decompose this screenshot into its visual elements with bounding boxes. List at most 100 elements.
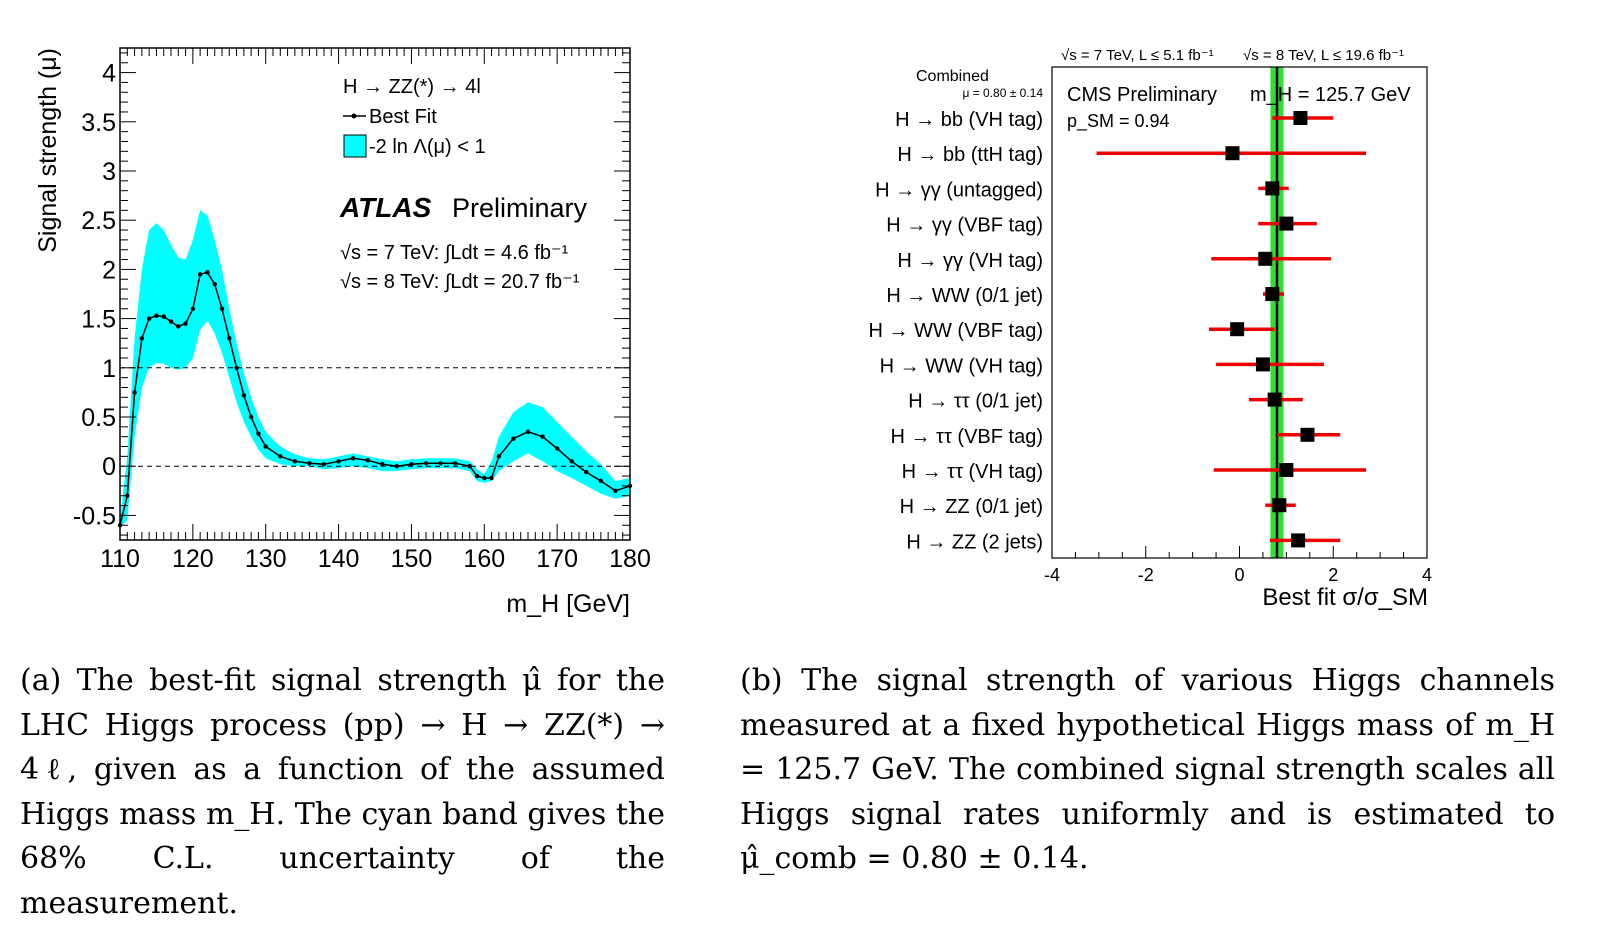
caption-b: (b) The signal strength of various Higgs… [740, 663, 1555, 876]
best-fit-point [525, 429, 531, 434]
x-tick-label: 140 [318, 545, 360, 573]
cms-frame [1051, 66, 1428, 559]
best-fit-point [154, 313, 159, 318]
category-label: H → WW (VH tag) [880, 355, 1043, 377]
y-tick-label: 1.5 [81, 306, 116, 334]
best-fit-point [336, 459, 341, 464]
best-fit-point [256, 431, 261, 436]
cms-category-labels: H → bb (VH tag) H → bb (ttH tag) H → γγ (u… [869, 109, 1043, 553]
best-fit-marker [1267, 392, 1282, 407]
atlas-lumi-8: √s = 8 TeV: ∫Ldt = 20.7 fb⁻¹ [340, 271, 580, 293]
best-fit-point [205, 270, 210, 275]
x-tick-label: 4 [1422, 565, 1432, 585]
category-label: H → ττ (VBF tag) [891, 426, 1044, 448]
best-fit-point [234, 365, 239, 370]
best-fit-point [409, 462, 414, 467]
best-fit-point [380, 462, 385, 467]
atlas-lumi-7: √s = 7 TeV: ∫Ldt = 4.6 fb⁻¹ [340, 242, 569, 264]
cms-experiment: CMS Preliminary [1067, 84, 1217, 106]
best-fit-point [241, 393, 247, 398]
atlas-y-axis-label: Signal strength (μ) [34, 48, 62, 253]
x-tick-label: 150 [391, 545, 433, 573]
best-fit-marker [1258, 251, 1273, 266]
cms-header-7: √s = 7 TeV, L ≤ 5.1 fb⁻¹ [1061, 47, 1214, 64]
x-tick-label: -2 [1138, 565, 1154, 585]
x-tick-label: 130 [245, 545, 287, 573]
best-fit-point [540, 434, 545, 439]
best-fit-point [292, 459, 298, 464]
best-fit-marker [1272, 498, 1287, 513]
best-fit-point [278, 454, 283, 459]
best-fit-point [394, 464, 400, 469]
cms-ticks: -4 -2 0 2 4 [1044, 546, 1432, 585]
legend-process: H → ZZ(*) → 4l [343, 76, 481, 98]
best-fit-point [190, 306, 196, 311]
atlas-best-fit-points [117, 270, 633, 528]
best-fit-marker [1300, 427, 1315, 442]
best-fit-point [212, 281, 217, 287]
atlas-ticks: 110 120 130 140 150 160 170 180 -0.5 0 0.5 1 1.5 2 2.5… [73, 48, 651, 573]
category-label: H → ZZ (2 jets) [906, 531, 1043, 553]
best-fit-point [489, 475, 494, 481]
best-fit-point [438, 461, 443, 466]
y-tick-label: 0 [102, 453, 116, 481]
atlas-reference-lines [120, 367, 630, 467]
x-tick-label: -4 [1044, 565, 1060, 585]
best-fit-marker [1279, 463, 1294, 477]
y-tick-label: -0.5 [73, 502, 116, 530]
best-fit-point [482, 475, 487, 481]
x-tick-label: 2 [1328, 565, 1338, 585]
best-fit-point [168, 319, 174, 324]
legend-band-swatch [343, 134, 367, 158]
best-fit-marker [1265, 287, 1280, 301]
best-fit-point [511, 436, 516, 441]
best-fit-point [554, 446, 560, 451]
best-fit-marker [1230, 322, 1245, 337]
x-tick-label: 120 [172, 545, 214, 573]
category-label: H → WW (VBF tag) [869, 320, 1043, 342]
best-fit-marker [1255, 357, 1270, 372]
category-label: H → ZZ (0/1 jet) [900, 496, 1043, 518]
best-fit-point [132, 390, 137, 395]
category-label: H → ττ (0/1 jet) [908, 391, 1043, 413]
best-fit-point [598, 478, 604, 484]
best-fit-point [584, 469, 589, 475]
category-label: H → bb (ttH tag) [897, 144, 1043, 166]
x-tick-label: 180 [609, 545, 651, 573]
category-label: H → bb (VH tag) [895, 109, 1043, 131]
best-fit-point [161, 314, 166, 319]
atlas-status: Preliminary [452, 193, 588, 223]
best-fit-point [197, 272, 203, 277]
x-tick-label: 170 [536, 545, 578, 573]
best-fit-point [146, 316, 152, 321]
best-fit-point [467, 464, 472, 469]
best-fit-marker [1293, 111, 1308, 125]
best-fit-point [569, 459, 574, 464]
y-tick-label: 4 [102, 60, 116, 88]
legend-band: -2 ln Λ(μ) < 1 [369, 136, 486, 158]
x-tick-label: 0 [1234, 565, 1244, 585]
y-tick-label: 1 [102, 355, 116, 383]
best-fit-marker [1279, 216, 1294, 231]
y-tick-label: 3.5 [81, 109, 116, 137]
best-fit-point [613, 488, 618, 493]
best-fit-point [321, 462, 327, 467]
best-fit-point [176, 324, 181, 329]
cms-markers [1225, 111, 1315, 548]
best-fit-point [248, 414, 254, 420]
caption-a: (a) The best-fit signal strength μ̂ for … [20, 663, 665, 921]
y-tick-label: 0.5 [81, 404, 116, 432]
cms-psm: p_SM = 0.94 [1067, 111, 1170, 132]
best-fit-point [365, 458, 370, 463]
best-fit-point [474, 473, 480, 479]
legend-best-fit: Best Fit [369, 106, 437, 128]
best-fit-marker [1291, 533, 1306, 548]
atlas-experiment: ATLAS [339, 192, 432, 223]
best-fit-point [307, 461, 312, 466]
x-tick-label: 160 [463, 545, 505, 573]
best-fit-point [183, 321, 188, 326]
cms-combined-label: Combined [916, 68, 989, 85]
best-fit-point [452, 461, 458, 466]
cms-chart: H → bb (VH tag) H → bb (ttH tag) H → γγ (u… [869, 47, 1432, 611]
y-tick-label: 2.5 [81, 207, 116, 235]
